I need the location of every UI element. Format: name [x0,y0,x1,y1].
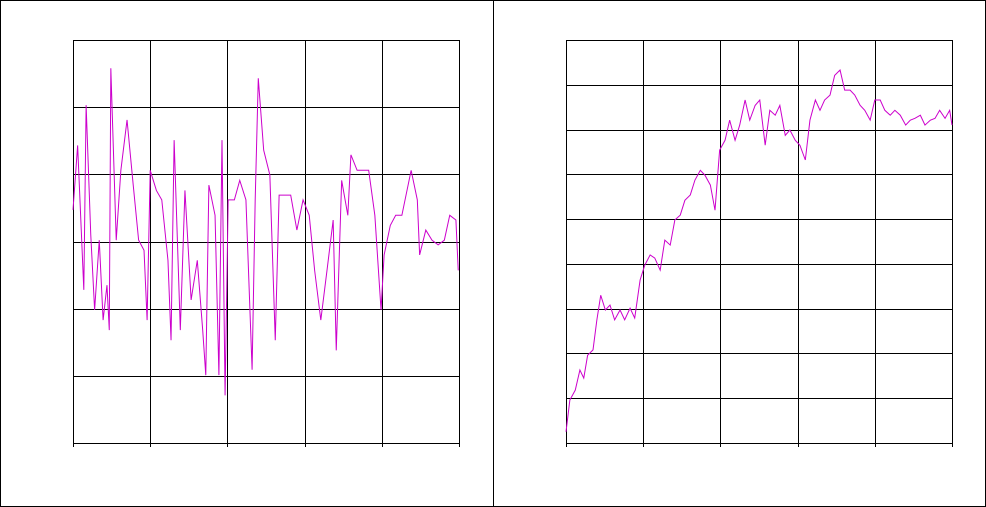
data-line [72,68,459,396]
data-line [565,69,953,432]
